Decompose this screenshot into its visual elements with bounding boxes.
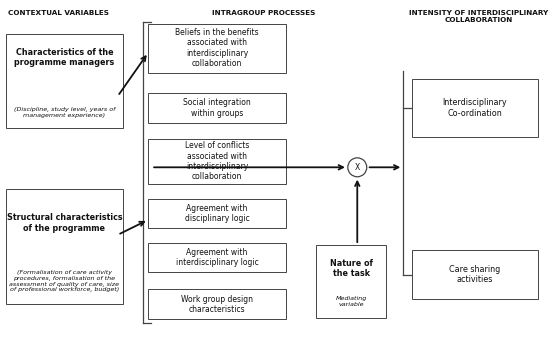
Text: Nature of
the task: Nature of the task	[330, 259, 373, 278]
FancyBboxPatch shape	[316, 245, 386, 318]
Text: (Discipline, study level, years of
management experience): (Discipline, study level, years of manag…	[13, 107, 115, 118]
FancyBboxPatch shape	[148, 139, 286, 184]
Text: X: X	[354, 163, 360, 172]
Text: Level of conflicts
associated with
interdisciplinary
collaboration: Level of conflicts associated with inter…	[185, 141, 249, 182]
Text: Characteristics of the
programme managers: Characteristics of the programme manager…	[14, 48, 115, 67]
Text: Agreement with
interdisciplinary logic: Agreement with interdisciplinary logic	[176, 248, 258, 267]
FancyBboxPatch shape	[6, 34, 123, 128]
Text: CONTEXTUAL VARIABLES: CONTEXTUAL VARIABLES	[8, 10, 109, 16]
FancyBboxPatch shape	[412, 79, 538, 137]
Text: INTRAGROUP PROCESSES: INTRAGROUP PROCESSES	[212, 10, 315, 16]
FancyBboxPatch shape	[148, 93, 286, 123]
FancyBboxPatch shape	[148, 243, 286, 272]
Text: Mediating
variable: Mediating variable	[336, 296, 367, 307]
Text: (Formalisation of care activity
procedures, formalisation of the
assessment of q: (Formalisation of care activity procedur…	[10, 270, 119, 292]
FancyBboxPatch shape	[148, 289, 286, 319]
Text: Beliefs in the benefits
associated with
interdisciplinary
collaboration: Beliefs in the benefits associated with …	[175, 28, 259, 68]
Text: Care sharing
activities: Care sharing activities	[449, 265, 500, 284]
Text: INTENSITY OF INTERDISCIPLINARY
COLLABORATION: INTENSITY OF INTERDISCIPLINARY COLLABORA…	[409, 10, 548, 23]
Text: Social integration
within groups: Social integration within groups	[183, 98, 251, 118]
FancyBboxPatch shape	[148, 199, 286, 228]
Text: Structural characteristics
of the programme: Structural characteristics of the progra…	[7, 213, 122, 233]
Ellipse shape	[348, 158, 367, 177]
FancyBboxPatch shape	[148, 24, 286, 73]
Text: Work group design
characteristics: Work group design characteristics	[181, 294, 253, 314]
FancyBboxPatch shape	[412, 250, 538, 299]
Text: Agreement with
disciplinary logic: Agreement with disciplinary logic	[185, 204, 249, 223]
Text: Interdisciplinary
Co-ordination: Interdisciplinary Co-ordination	[442, 98, 507, 118]
FancyBboxPatch shape	[6, 189, 123, 304]
